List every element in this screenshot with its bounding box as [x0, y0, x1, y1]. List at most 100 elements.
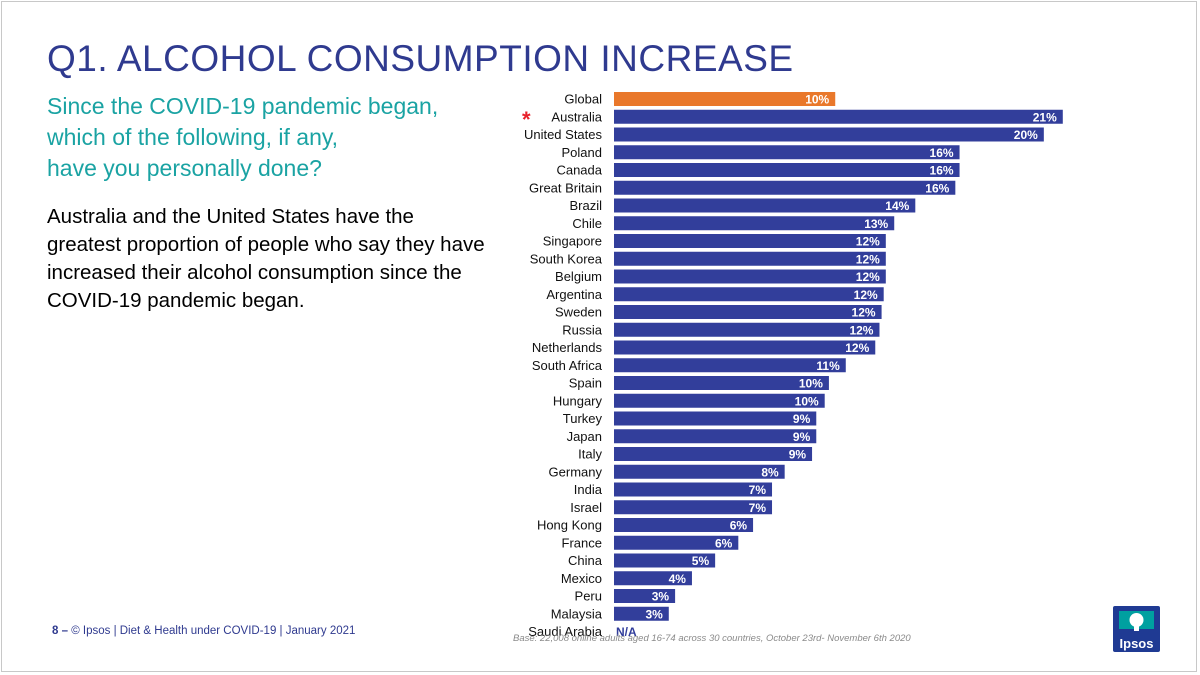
data-label-israel: 7%: [749, 501, 767, 515]
bar-germany: [614, 464, 785, 479]
page-number: 8: [52, 625, 59, 637]
bar-india: [614, 482, 773, 497]
category-label-japan: Japan: [567, 429, 602, 444]
category-label-great-britain: Great Britain: [529, 180, 602, 195]
question-line-1: Since the COVID-19 pandemic began,: [47, 93, 439, 119]
bar-russia: [614, 322, 880, 337]
bar-poland: [614, 145, 960, 160]
data-label-china: 5%: [692, 554, 710, 568]
data-label-sweden: 12%: [852, 306, 876, 320]
bar-netherlands: [614, 340, 876, 355]
data-label-france: 6%: [715, 536, 733, 550]
data-label-canada: 16%: [930, 164, 954, 178]
data-label-japan: 9%: [793, 430, 811, 444]
slide-title: Q1. ALCOHOL CONSUMPTION INCREASE: [47, 38, 794, 79]
category-label-australia: Australia: [551, 109, 602, 124]
bar-chile: [614, 216, 895, 231]
bar-united-states: [614, 127, 1044, 142]
category-label-russia: Russia: [562, 322, 603, 337]
flag-asterisk-icon: *: [522, 107, 531, 132]
data-label-mexico: 4%: [669, 572, 687, 586]
data-label-india: 7%: [749, 483, 767, 497]
data-label-turkey: 9%: [793, 412, 811, 426]
question-line-2: which of the following, if any,: [47, 124, 339, 150]
bar-israel: [614, 500, 773, 515]
data-label-poland: 16%: [930, 146, 954, 160]
bar-hong-kong: [614, 518, 754, 532]
ipsos-logo: Ipsos: [1113, 606, 1160, 652]
bar-singapore: [614, 234, 886, 248]
data-label-argentina: 12%: [854, 288, 878, 302]
data-label-brazil: 14%: [885, 199, 909, 213]
footer-text: © Ipsos | Diet & Health under COVID-19 |…: [71, 625, 356, 637]
data-label-belgium: 12%: [856, 270, 880, 284]
category-label-singapore: Singapore: [543, 234, 602, 249]
data-label-chile: 13%: [864, 217, 888, 231]
category-label-peru: Peru: [575, 589, 602, 604]
data-label-south-korea: 12%: [856, 252, 880, 266]
category-label-argentina: Argentina: [546, 287, 602, 302]
category-label-brazil: Brazil: [569, 198, 602, 213]
category-label-malaysia: Malaysia: [551, 606, 603, 621]
data-label-united-states: 20%: [1014, 128, 1038, 142]
category-label-italy: Italy: [578, 447, 602, 462]
data-label-italy: 9%: [789, 448, 807, 462]
category-label-saudi-arabia: Saudi Arabia: [528, 624, 602, 638]
bar-great-britain: [614, 180, 956, 195]
bar-peru: [614, 589, 676, 603]
question-line-3: have you personally done?: [47, 155, 322, 181]
category-label-turkey: Turkey: [563, 411, 603, 426]
category-label-chile: Chile: [572, 216, 602, 231]
category-label-poland: Poland: [562, 145, 602, 160]
category-label-israel: Israel: [570, 500, 602, 515]
data-label-russia: 12%: [849, 323, 873, 337]
base-note: Base: 22,008 online adults aged 16-74 ac…: [513, 633, 911, 644]
category-label-belgium: Belgium: [555, 269, 602, 284]
category-label-canada: Canada: [556, 163, 602, 178]
data-label-australia: 21%: [1033, 110, 1057, 124]
data-label-hungary: 10%: [795, 394, 819, 408]
data-label-saudi-arabia: N/A: [616, 625, 637, 638]
bar-argentina: [614, 287, 884, 302]
data-label-singapore: 12%: [856, 235, 880, 249]
bar-chart: Global 10% Australia * 21% United States 20% Po…: [522, 92, 1063, 638]
category-label-global: Global: [564, 92, 602, 107]
survey-question: Since the COVID-19 pandemic began, which…: [47, 91, 497, 184]
category-label-united-states: United States: [524, 127, 603, 142]
bar-italy: [614, 447, 813, 461]
bar-belgium: [614, 269, 886, 284]
data-label-peru: 3%: [652, 590, 670, 604]
bar-hungary: [614, 393, 825, 408]
data-label-hong-kong: 6%: [730, 519, 748, 533]
footer-dash: –: [61, 625, 69, 637]
logo-text: Ipsos: [1119, 636, 1154, 651]
data-label-malaysia: 3%: [645, 607, 663, 621]
bar-canada: [614, 163, 960, 177]
category-label-hong-kong: Hong Kong: [537, 518, 602, 533]
bar-sweden: [614, 305, 882, 319]
bar-mexico: [614, 571, 692, 586]
bar-malaysia: [614, 606, 669, 621]
bar-global: [614, 92, 836, 106]
bar-spain: [614, 376, 829, 390]
logo-mark-icon: [1119, 611, 1154, 631]
data-label-global: 10%: [805, 93, 829, 107]
category-label-hungary: Hungary: [553, 393, 603, 408]
bar-australia: [614, 109, 1063, 124]
bar-brazil: [614, 198, 916, 213]
category-label-germany: Germany: [549, 464, 603, 479]
category-label-india: India: [574, 482, 603, 497]
category-label-south-korea: South Korea: [530, 251, 603, 266]
bar-turkey: [614, 411, 817, 426]
category-label-netherlands: Netherlands: [532, 340, 603, 355]
footer: 8 – © Ipsos | Diet & Health under COVID-…: [52, 625, 355, 637]
data-label-germany: 8%: [761, 465, 779, 479]
bar-south-africa: [614, 358, 846, 373]
data-label-south-africa: 11%: [816, 359, 840, 373]
category-label-south-africa: South Africa: [532, 358, 603, 373]
bar-japan: [614, 429, 817, 444]
category-label-china: China: [568, 553, 603, 568]
bar-china: [614, 553, 716, 568]
data-label-spain: 10%: [799, 377, 823, 391]
category-label-france: France: [562, 535, 602, 550]
